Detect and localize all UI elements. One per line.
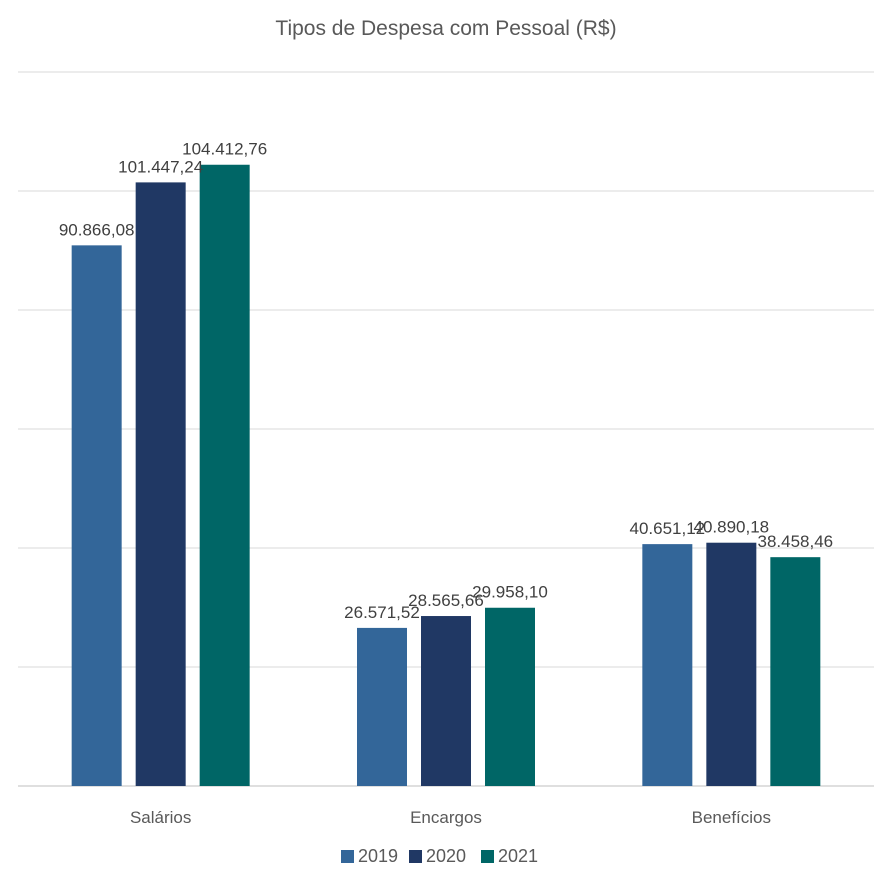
bar-2021-1 — [485, 607, 535, 786]
data-label: 26.571,52 — [344, 603, 420, 622]
bar-2020-0 — [135, 182, 186, 786]
data-label: 90.866,08 — [59, 220, 135, 239]
data-label: 40.651,12 — [630, 519, 706, 538]
bar-2020-1 — [421, 616, 471, 786]
bar-2019-2 — [642, 544, 693, 786]
legend-swatch — [481, 850, 494, 863]
legend-swatch — [409, 850, 422, 863]
bar-2021-0 — [199, 164, 250, 786]
category-label: Salários — [130, 808, 191, 827]
data-label: 29.958,10 — [472, 583, 548, 602]
data-label: 38.458,46 — [758, 532, 834, 551]
data-label: 104.412,76 — [182, 140, 267, 159]
data-label: 28.565,66 — [408, 591, 484, 610]
bars — [71, 164, 821, 787]
category-labels: Salários Encargos Benefícios — [130, 808, 771, 827]
legend-label: 2020 — [426, 846, 466, 866]
bar-2019-1 — [357, 627, 407, 786]
data-label: 101.447,24 — [118, 157, 203, 176]
legend-label: 2019 — [358, 846, 398, 866]
bar-2020-2 — [706, 542, 757, 786]
category-label: Benefícios — [692, 808, 771, 827]
chart-title: Tipos de Despesa com Pessoal (R$) — [275, 17, 616, 40]
category-label: Encargos — [410, 808, 482, 827]
bar-2019-0 — [71, 245, 122, 787]
bar-2021-2 — [770, 557, 821, 786]
data-label: 40.890,18 — [694, 518, 770, 537]
legend-swatch — [341, 850, 354, 863]
legend-label: 2021 — [498, 846, 538, 866]
legend: 2019 2020 2021 — [341, 846, 538, 866]
